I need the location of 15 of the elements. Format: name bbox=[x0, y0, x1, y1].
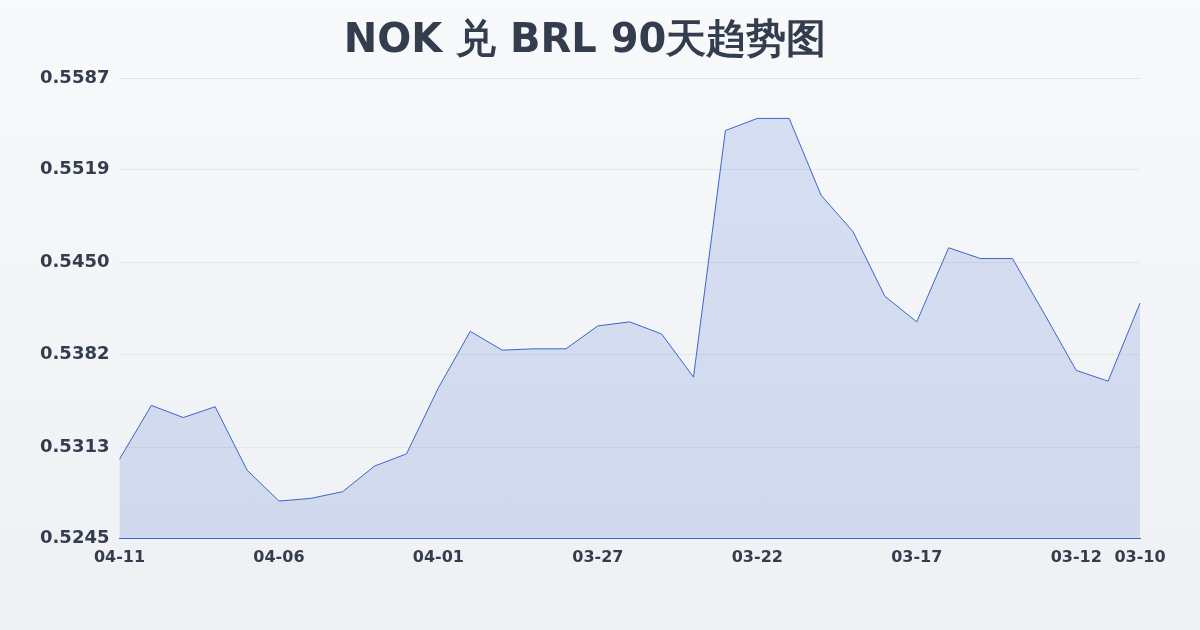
x-tick-label: 03-22 bbox=[731, 546, 783, 566]
y-tick-label: 0.5382 bbox=[39, 341, 110, 363]
y-tick-label: 0.5519 bbox=[39, 157, 110, 179]
y-tick-label: 0.5450 bbox=[39, 250, 110, 272]
y-tick-label: 0.5587 bbox=[39, 65, 110, 87]
x-tick-label: 04-01 bbox=[412, 546, 464, 566]
x-tick-label: 03-10 bbox=[1114, 546, 1166, 566]
x-tick-label: 03-12 bbox=[1050, 546, 1102, 566]
x-tick-label: 04-06 bbox=[253, 546, 305, 566]
chart-title: NOK 兑 BRL 90天趋势图 bbox=[343, 15, 827, 62]
y-tick-label: 0.5313 bbox=[39, 434, 110, 456]
x-tick-label: 04-11 bbox=[93, 546, 146, 566]
x-tick-label: 03-17 bbox=[891, 546, 943, 566]
x-tick-label: 03-27 bbox=[572, 546, 624, 566]
y-tick-label: 0.5245 bbox=[39, 526, 110, 548]
